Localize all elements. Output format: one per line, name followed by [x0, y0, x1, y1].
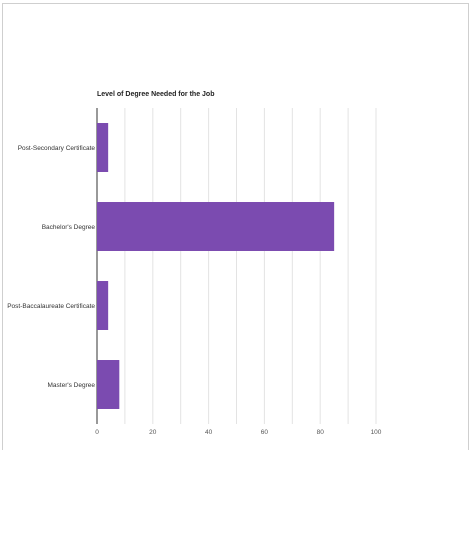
bar	[97, 281, 109, 330]
category-label: Bachelor's Degree	[42, 224, 96, 231]
category-label-layer: Post-Secondary Certificate Bachelor's Deg…	[7, 145, 95, 389]
x-tick-label: 20	[149, 429, 157, 436]
category-label: Post-Baccalaureate Certificate	[7, 303, 95, 310]
chart-title: Level of Degree Needed for the Job	[97, 91, 214, 98]
tick-label-layer: 0 20 40 60 80 100	[95, 429, 382, 436]
x-tick-label: 0	[95, 429, 99, 436]
grid-layer	[96, 108, 377, 424]
x-tick-label: 80	[317, 429, 325, 436]
chart-frame	[2, 3, 469, 450]
x-tick-label: 60	[261, 429, 269, 436]
bar	[97, 123, 109, 172]
category-label: Master's Degree	[48, 382, 96, 389]
x-tick-label: 100	[371, 429, 382, 436]
category-label: Post-Secondary Certificate	[18, 145, 96, 152]
bar-layer	[97, 123, 335, 409]
x-tick-label: 40	[205, 429, 213, 436]
bar	[97, 202, 335, 251]
bar	[97, 360, 120, 409]
